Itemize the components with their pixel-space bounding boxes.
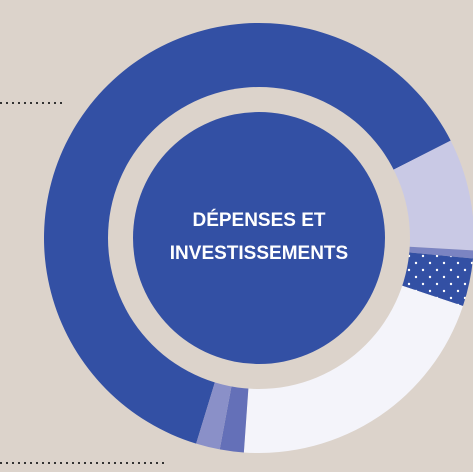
donut-segment — [398, 246, 473, 259]
center-label: INVESTISSEMENTS — [170, 243, 348, 264]
donut-segment — [243, 282, 463, 453]
center-label: DÉPENSES ET — [192, 209, 325, 231]
donut-segment — [196, 371, 234, 450]
donut-segment — [219, 375, 250, 453]
center-disc — [133, 112, 385, 364]
donut-segment — [391, 251, 473, 307]
